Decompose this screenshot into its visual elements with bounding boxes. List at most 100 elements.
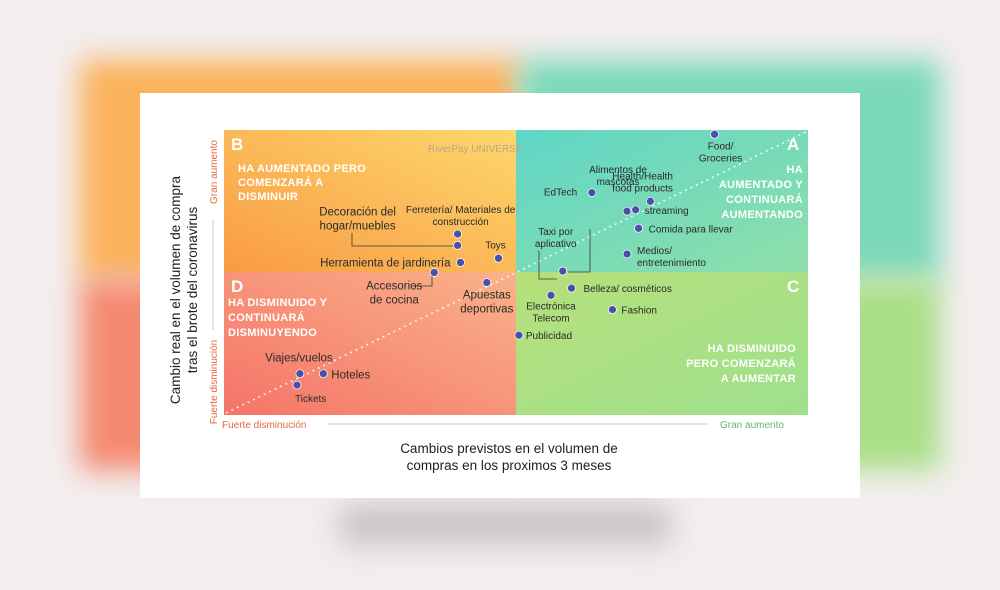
connector-accesorios: [412, 275, 433, 287]
data-point-label: Telecom: [532, 313, 569, 324]
data-point-label: Health/Health: [612, 171, 673, 182]
data-point-label: Medios/: [637, 246, 672, 257]
data-point: Comida para llevar: [634, 223, 734, 235]
quadrant-letter-b: B: [231, 135, 243, 154]
data-point-label: aplicativo: [535, 239, 577, 250]
data-point-label: Taxi por: [538, 227, 574, 238]
data-point-marker: [453, 229, 462, 239]
quadrant-letter-a: A: [787, 135, 799, 154]
quadrant-a-line-3: CONTINUARÁ: [726, 193, 803, 206]
data-point-label: Fashion: [621, 306, 657, 317]
data-point-marker: [567, 283, 576, 293]
data-point-label: entretenimiento: [637, 258, 706, 269]
quadrant-b-line-3: DISMINUIR: [238, 191, 298, 203]
data-point-marker: [453, 241, 462, 250]
data-point-label: Publicidad: [526, 331, 572, 342]
quadrant-b-area: [224, 130, 516, 272]
data-point-label: EdTech: [544, 188, 577, 199]
quadrant-letter-c: C: [787, 277, 799, 296]
data-point-marker: [608, 305, 617, 314]
data-point: EdTech: [544, 188, 597, 199]
quadrant-a-line-1: HA: [787, 164, 804, 176]
data-point-marker: [710, 129, 719, 139]
quadrant-a-area: [516, 130, 808, 272]
data-point-label: de cocina: [370, 295, 420, 307]
quadrant-c-area: [516, 272, 808, 415]
x-axis-high-label: Gran aumento: [720, 420, 784, 431]
quadrant-c-line-1: HA DISMINUIDO: [708, 343, 797, 355]
data-point: Decoración del hogar/muebles: [319, 206, 462, 250]
label-connectors: [351, 229, 591, 287]
data-point-label: streaming: [645, 206, 689, 217]
quadrant-d-line-2: CONTINUARÁ: [228, 311, 305, 324]
data-point: Accesorios de cocina: [366, 268, 439, 307]
data-point-label: Tickets: [295, 394, 326, 405]
quadrant-b-text: HA AUMENTADO PERO COMENZARÁ A DISMINUIR: [238, 163, 366, 203]
data-point-label: Apuestas: [463, 290, 511, 302]
data-point-marker: [456, 258, 465, 267]
data-point-label: Food/: [708, 141, 734, 152]
data-point-marker: [631, 205, 641, 215]
y-axis-high-label: Gran aumento: [209, 140, 220, 204]
data-point-marker: [645, 196, 655, 206]
data-point-label: Electrónica: [526, 301, 576, 312]
data-point: Herramienta de jardinería: [320, 258, 465, 270]
data-point: Toys: [485, 240, 506, 263]
data-point-label: Viajes/vuelos: [265, 353, 333, 365]
data-point-label: deportivas: [460, 304, 513, 316]
watermark: RiverPay UNIVERSE: [428, 144, 523, 155]
x-axis-low-label: Fuerte disminución: [222, 420, 306, 431]
data-point-marker: [622, 206, 632, 216]
data-point: Hoteles: [318, 369, 371, 382]
quadrant-c-line-3: A AUMENTAR: [721, 373, 796, 385]
data-point-label: hogar/muebles: [320, 220, 396, 232]
quadrant-c-text: HA DISMINUIDO PERO COMENZARÁ A AUMENTAR: [686, 343, 796, 385]
data-point-label: Alimentos de: [589, 165, 647, 176]
quadrant-d-text: HA DISMINUIDO Y CONTINUARÁ DISMINUYENDO: [228, 297, 328, 339]
x-axis-title-line-1: Cambios previstos en el volumen de: [400, 441, 618, 456]
connector-decoracion: [351, 233, 455, 247]
quadrant-c-line-2: PERO COMENZARÁ: [686, 357, 796, 370]
data-point-label: construcción: [433, 217, 489, 228]
data-point-label: Herramienta de jardinería: [320, 258, 451, 270]
quadrant-b-line-1: HA AUMENTADO PERO: [238, 163, 366, 175]
data-point: Tickets: [292, 380, 326, 405]
quadrant-d-area: [224, 272, 516, 415]
data-point: Publicidad: [514, 330, 572, 342]
quadrant-b-line-2: COMENZARÁ A: [238, 176, 323, 189]
data-point-label: Toys: [485, 240, 506, 251]
quadrant-a-line-2: AUMENTADO Y: [719, 179, 804, 191]
data-point: Fashion: [608, 305, 657, 317]
data-point-marker: [587, 188, 597, 198]
data-point-marker: [634, 223, 643, 233]
data-point: Belleza/ cosméticos: [567, 283, 672, 295]
quadrant-d-line-1: HA DISMINUIDO Y: [228, 297, 328, 309]
data-point-label: Decoración del: [319, 206, 396, 218]
data-point-label: food products: [612, 183, 673, 194]
data-point-label: Accesorios: [366, 281, 422, 293]
data-point: streaming: [631, 205, 689, 217]
quadrant-d-line-3: DISMINUYENDO: [228, 327, 317, 339]
y-axis-title-line-2: tras el brote del coronavirus: [185, 206, 200, 373]
data-point-label: mascotas: [597, 177, 640, 188]
data-point-label: Ferretería/ Materiales de: [406, 205, 516, 216]
data-point-label: Hoteles: [331, 370, 370, 382]
data-point-marker: [482, 278, 492, 287]
data-point: Food/Groceries: [699, 129, 742, 164]
data-point-label: Belleza/ cosméticos: [584, 284, 672, 295]
data-point-marker: [429, 268, 439, 277]
data-point-label: Comida para llevar: [649, 224, 734, 235]
quadrant-a-line-4: AUMENTANDO: [721, 209, 803, 221]
connector-taxi: [538, 251, 557, 280]
x-axis-title-line-2: compras en los proximos 3 meses: [407, 458, 612, 473]
y-axis-title-line-1: Cambio real en el volumen de compra: [168, 175, 183, 404]
data-point-marker: [622, 249, 632, 259]
data-point-marker: [494, 253, 503, 263]
background-blur-caption: [340, 505, 670, 545]
data-point: Medios/entretenimiento: [622, 246, 706, 269]
quadrant-letter-d: D: [231, 277, 243, 296]
data-point-marker: [546, 290, 556, 300]
